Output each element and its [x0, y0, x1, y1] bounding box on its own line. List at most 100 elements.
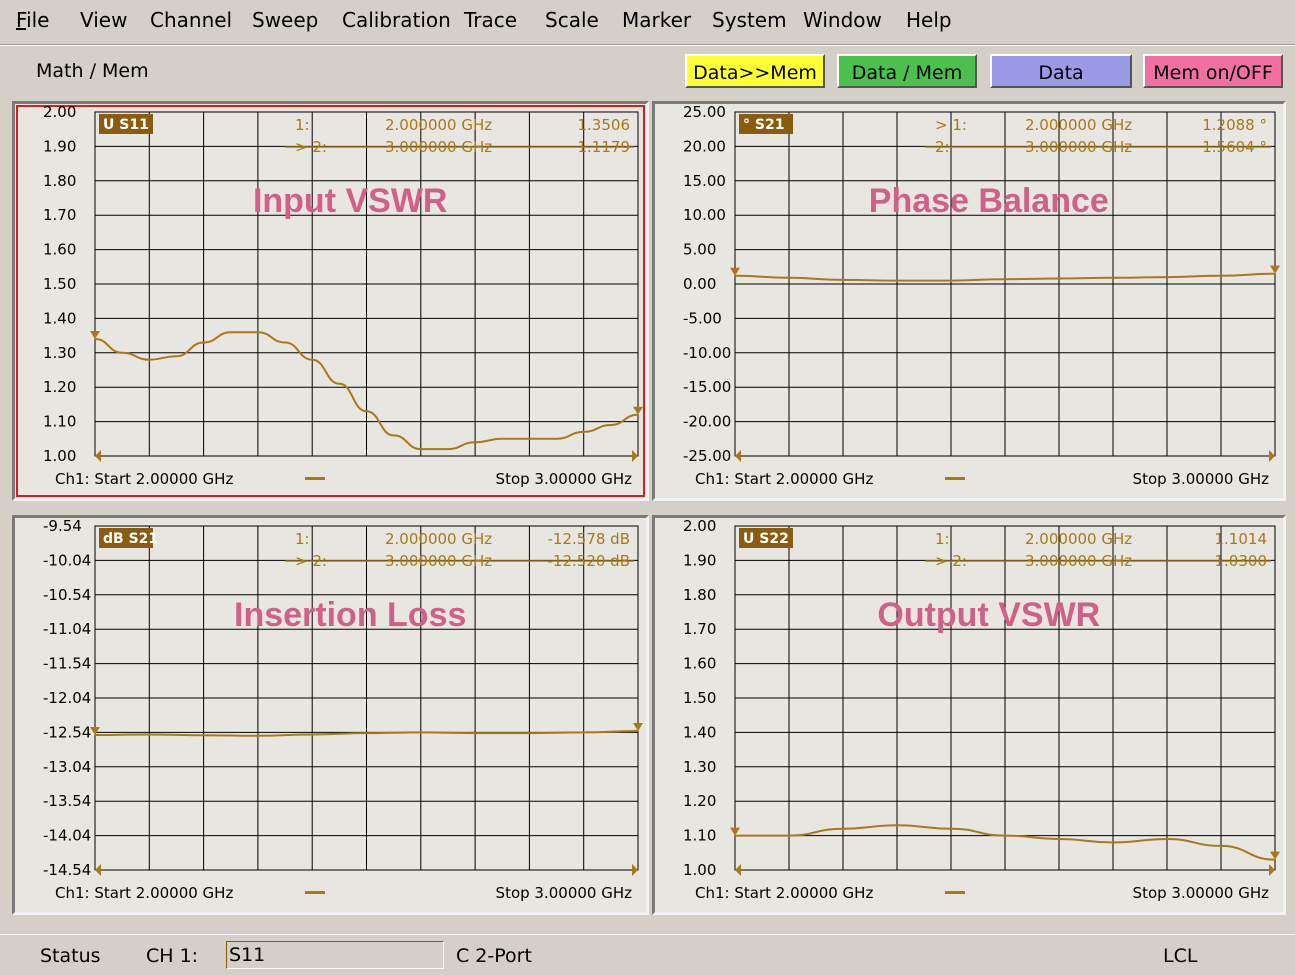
- marker-freq: 2.000000 GHz: [385, 116, 492, 134]
- marker-freq: 2.000000 GHz: [1025, 530, 1132, 548]
- marker-value: 1.2088 °: [1202, 116, 1267, 134]
- y-tick-label: 1.90: [683, 551, 716, 569]
- y-tick-label: -5.00: [683, 309, 722, 327]
- y-tick-label: -11.04: [43, 620, 91, 638]
- marker-freq: 2.000000 GHz: [385, 530, 492, 548]
- menu-scale[interactable]: Scale: [545, 8, 599, 32]
- y-tick-label: -10.54: [43, 586, 91, 604]
- ref-marker: [735, 864, 741, 876]
- y-tick-label: -20.00: [683, 413, 731, 431]
- status-cal: C 2-Port: [456, 945, 532, 967]
- ref-marker: [1269, 450, 1275, 462]
- menu-window[interactable]: Window: [803, 8, 882, 32]
- trace-label: U S11: [103, 117, 149, 133]
- trace-label-bg: [739, 528, 793, 548]
- y-tick-label: 1.30: [683, 758, 716, 776]
- y-tick-label: 5.00: [683, 241, 716, 259]
- menu-help[interactable]: Help: [906, 8, 952, 32]
- math-mem-toolbar: Math / Mem Data>>Mem Data / Mem Data Mem…: [0, 45, 1295, 98]
- y-tick-label: -9.54: [43, 518, 82, 535]
- y-tick-label: 1.00: [683, 861, 716, 879]
- y-tick-label: -14.04: [43, 827, 91, 845]
- mem-on-off-button[interactable]: Mem on/OFF: [1143, 54, 1283, 88]
- menu-system[interactable]: System: [712, 8, 787, 32]
- trace-legend-swatch: [305, 891, 325, 894]
- ref-marker: [1269, 864, 1275, 876]
- trace-label-bg: [739, 114, 793, 134]
- menu-file[interactable]: File: [16, 8, 50, 32]
- panel-title: Insertion Loss: [234, 596, 466, 634]
- y-tick-label: 2.00: [683, 518, 716, 535]
- y-tick-label: 10.00: [683, 206, 726, 224]
- y-tick-label: 1.30: [43, 344, 76, 362]
- marker-2-triangle: [1270, 265, 1280, 274]
- status-label: Status: [40, 945, 101, 967]
- sweep-stop-label: Stop 3.00000 GHz: [1133, 884, 1270, 902]
- menu-calibration[interactable]: Calibration: [342, 8, 451, 32]
- ref-marker: [95, 450, 101, 462]
- trace-label-bg: [99, 114, 153, 134]
- ref-marker: [735, 450, 741, 462]
- y-tick-label: 1.60: [683, 655, 716, 673]
- sweep-stop-label: Stop 3.00000 GHz: [1133, 470, 1270, 488]
- panel-phase-balance[interactable]: 25.00 20.00 15.00 10.00 5.00 0.00 -5.00 -10.00 -…: [652, 101, 1286, 501]
- sweep-start-label: Ch1: Start 2.00000 GHz: [55, 470, 233, 488]
- y-tick-label: -10.04: [43, 551, 91, 569]
- trace-label-bg: [99, 528, 153, 548]
- marker-1-triangle: [90, 331, 100, 340]
- panel-insertion-loss[interactable]: -9.54 -10.04 -10.54 -11.04 -11.54 -12.04 -12.5…: [12, 515, 649, 915]
- menu-trace[interactable]: Trace: [464, 8, 518, 32]
- y-tick-label: 1.50: [683, 689, 716, 707]
- y-tick-label: 1.00: [43, 447, 76, 465]
- marker-value: -12.578 dB: [548, 530, 630, 548]
- data-button[interactable]: Data: [990, 54, 1132, 88]
- y-tick-label: -10.00: [683, 344, 731, 362]
- trace-plot-output-vswr: 2.00 1.90 1.80 1.70 1.60 1.50 1.40 1.30 1.20 1.10…: [683, 518, 1280, 902]
- sweep-start-label: Ch1: Start 2.00000 GHz: [695, 470, 873, 488]
- y-tick-label: 0.00: [683, 275, 716, 293]
- panel-title: Phase Balance: [869, 182, 1109, 220]
- y-tick-label: 1.50: [43, 275, 76, 293]
- menu-bar: File View Channel Sweep Calibration Trac…: [0, 0, 1295, 45]
- y-tick-label: 1.80: [43, 172, 76, 190]
- marker-2-triangle: [1270, 851, 1280, 860]
- marker-num: > 1:: [935, 116, 967, 134]
- menu-marker[interactable]: Marker: [622, 8, 692, 32]
- panel-title: Output VSWR: [877, 596, 1100, 634]
- y-tick-label: -14.54: [43, 861, 91, 879]
- y-tick-label: 1.90: [43, 137, 76, 155]
- marker-num: 1:: [935, 530, 950, 548]
- data-to-mem-button[interactable]: Data>>Mem: [685, 54, 825, 88]
- status-param-field[interactable]: S11: [226, 941, 444, 969]
- trace-line: [94, 331, 639, 451]
- status-lcl: LCL: [1163, 945, 1198, 967]
- y-tick-label: 1.70: [683, 620, 716, 638]
- trace-plot-phase-balance: 25.00 20.00 15.00 10.00 5.00 0.00 -5.00 -10.00 -…: [683, 104, 1280, 488]
- menu-sweep[interactable]: Sweep: [252, 8, 319, 32]
- trace-legend-swatch: [945, 477, 965, 480]
- trace-label: dB S21: [103, 531, 158, 547]
- y-tick-label: 1.10: [683, 827, 716, 845]
- y-tick-label: 20.00: [683, 137, 726, 155]
- trace-legend-swatch: [305, 477, 325, 480]
- y-tick-label: 1.40: [43, 309, 76, 327]
- trace-plot-input-vswr: 2.00 1.90 1.80 1.70 1.60 1.50 1.40 1.30 1.20 1.10…: [43, 104, 643, 488]
- ref-marker: [632, 864, 638, 876]
- data-div-mem-button[interactable]: Data / Mem: [837, 54, 977, 88]
- y-tick-label: 1.70: [43, 206, 76, 224]
- menu-view[interactable]: View: [80, 8, 128, 32]
- marker-2-triangle: [633, 723, 643, 732]
- menu-channel[interactable]: Channel: [150, 8, 233, 32]
- status-channel: CH 1:: [146, 945, 199, 967]
- marker-value: 1.3506: [578, 116, 631, 134]
- y-tick-label: 1.20: [43, 378, 76, 396]
- panel-title: Input VSWR: [253, 182, 448, 220]
- panel-input-vswr[interactable]: 2.00 1.90 1.80 1.70 1.60 1.50 1.40 1.30 1.20 1.10…: [12, 101, 649, 501]
- y-tick-label: -15.00: [683, 378, 731, 396]
- y-tick-label: 1.80: [683, 586, 716, 604]
- y-tick-label: -13.04: [43, 758, 91, 776]
- y-tick-label: -12.54: [43, 723, 91, 741]
- trace-label: ° S21: [743, 117, 784, 133]
- panel-output-vswr[interactable]: 2.00 1.90 1.80 1.70 1.60 1.50 1.40 1.30 1.20 1.10…: [652, 515, 1286, 915]
- y-tick-label: 1.40: [683, 723, 716, 741]
